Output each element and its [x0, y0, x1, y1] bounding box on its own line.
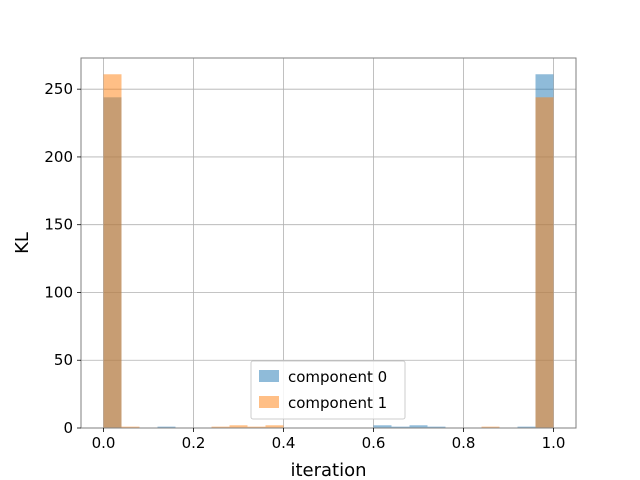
- y-tick-label-4: 200: [44, 148, 73, 166]
- bar-series-0-bin-17: [409, 425, 428, 428]
- legend-box: [250, 360, 406, 420]
- y-axis-ticks: 0 50 100 150 200 250: [44, 80, 81, 437]
- x-tick-label-1: 0.2: [182, 434, 206, 452]
- histogram-bars: [103, 74, 554, 429]
- bar-series-1-bin-21: [481, 426, 500, 428]
- legend-swatch-1: [259, 396, 279, 408]
- bar-series-1-bin-1: [121, 426, 140, 428]
- x-tick-label-5: 1.0: [542, 434, 566, 452]
- y-tick-label-3: 150: [44, 216, 73, 234]
- legend-swatch-0: [259, 370, 279, 382]
- plot-frame: [80, 57, 577, 429]
- bar-series-0-bin-16: [391, 426, 410, 428]
- x-tick-label-2: 0.4: [272, 434, 296, 452]
- x-tick-label-0: 0.0: [92, 434, 116, 452]
- bar-series-1-bin-7: [229, 425, 248, 428]
- bar-series-0-bin-3: [157, 426, 176, 428]
- bar-series-1-bin-6: [211, 426, 230, 428]
- y-tick-label-0: 0: [63, 419, 73, 437]
- x-tick-label-4: 0.8: [452, 434, 476, 452]
- bar-series-0-bin-23: [517, 426, 536, 428]
- bar-series-0-bin-15: [373, 425, 392, 428]
- series-1-bars: [103, 74, 554, 429]
- bar-series-1-bin-0: [103, 74, 122, 428]
- legend: component 0 component 1: [250, 360, 406, 420]
- x-axis-label: iteration: [290, 460, 366, 480]
- x-tick-label-3: 0.6: [362, 434, 386, 452]
- bar-series-1-bin-9: [265, 425, 284, 428]
- bar-series-1-bin-8: [247, 426, 266, 428]
- y-tick-label-5: 250: [44, 80, 73, 98]
- legend-label-0: component 0: [288, 368, 387, 386]
- y-axis-label: KL: [12, 232, 33, 254]
- y-tick-label-1: 50: [54, 351, 73, 369]
- y-tick-label-2: 100: [44, 283, 73, 301]
- legend-label-1: component 1: [288, 394, 387, 412]
- bar-series-0-bin-18: [427, 426, 446, 428]
- x-axis-ticks: 0.0 0.2 0.4 0.6 0.8 1.0: [92, 428, 566, 452]
- bar-series-1-bin-24: [535, 97, 554, 429]
